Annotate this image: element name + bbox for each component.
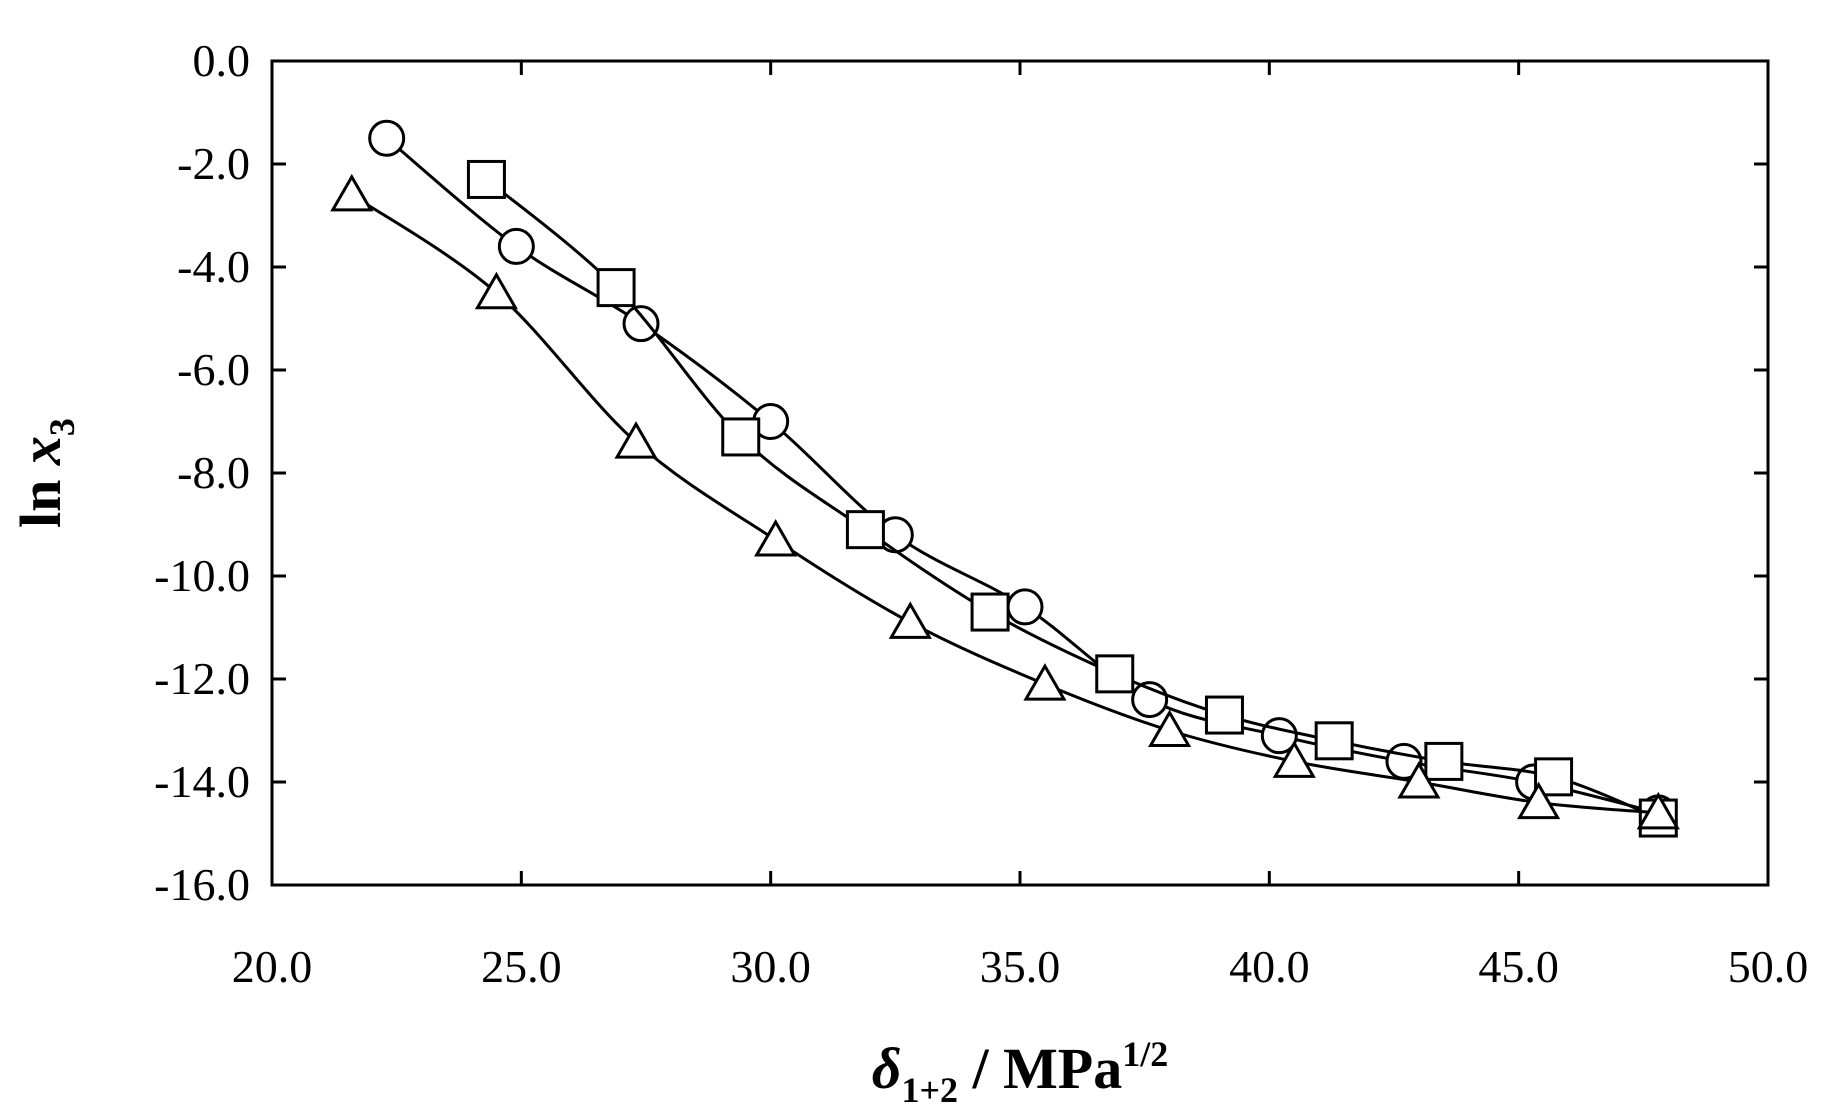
y-tick-label: -8.0 — [177, 447, 250, 498]
triangle-point — [1023, 663, 1067, 701]
square-point — [845, 510, 885, 550]
square-point — [721, 417, 761, 457]
square-point — [1424, 741, 1464, 781]
y-tick-label: -16.0 — [154, 859, 250, 910]
ticks-layer: 20.0 25.0 30.0 35.0 40.0 45.0 50.0 0.0 -2.0 -4.0 -… — [154, 35, 1808, 992]
triangle-point — [474, 271, 518, 310]
y-tick-label: -12.0 — [154, 653, 250, 704]
square-point — [1204, 695, 1244, 735]
series-line-circle — [385, 137, 1659, 815]
x-tick-label: 20.0 — [232, 941, 313, 992]
x-tick-label: 25.0 — [481, 941, 562, 992]
x-axis-symbol: δ — [872, 1036, 902, 1101]
square-point — [596, 268, 636, 308]
y-axis-symbol: x — [8, 436, 73, 466]
series-layer — [330, 119, 1680, 838]
square-point — [1314, 721, 1354, 761]
y-tick-label: -14.0 — [154, 756, 250, 807]
y-tick-label: 0.0 — [193, 35, 251, 86]
x-axis-superscript: 1/2 — [1122, 1034, 1168, 1074]
series-square — [466, 159, 1678, 838]
series-triangle — [330, 173, 1680, 830]
square-point — [466, 159, 506, 199]
x-axis-subscript: 1+2 — [901, 1070, 958, 1109]
square-point — [970, 592, 1010, 632]
x-tick-label: 30.0 — [730, 941, 811, 992]
square-point — [1095, 654, 1135, 694]
series-line-triangle — [350, 193, 1659, 815]
circle-point — [497, 227, 535, 265]
y-tick-label: -4.0 — [177, 241, 250, 292]
x-tick-label: 35.0 — [980, 941, 1061, 992]
y-tick-label: -10.0 — [154, 550, 250, 601]
triangle-point — [1148, 709, 1192, 747]
series-line-square — [485, 178, 1659, 820]
circle-point — [368, 119, 406, 157]
y-axis-subscript: 3 — [42, 418, 82, 436]
triangle-point — [330, 173, 374, 212]
y-tick-label: -6.0 — [177, 344, 250, 395]
x-axis-title: δ1+2 / MPa1/2 — [872, 1034, 1169, 1109]
triangle-point — [1397, 760, 1441, 799]
x-tick-label: 40.0 — [1229, 941, 1310, 992]
y-axis-title: ln x3 — [8, 418, 82, 528]
circle-point — [1006, 588, 1044, 626]
x-tick-label: 50.0 — [1728, 941, 1809, 992]
triangle-point — [754, 518, 798, 557]
circle-point — [622, 305, 660, 343]
triangle-point — [1272, 740, 1316, 778]
series-circle — [368, 119, 1677, 832]
triangle-point — [888, 601, 932, 639]
x-axis-unit: / MPa — [958, 1036, 1122, 1101]
y-axis-ln: ln — [8, 465, 73, 528]
x-tick-label: 45.0 — [1478, 941, 1559, 992]
triangle-point — [1636, 791, 1680, 830]
triangle-point — [614, 421, 658, 459]
triangle-point — [1517, 781, 1561, 820]
y-tick-label: -2.0 — [177, 138, 250, 189]
